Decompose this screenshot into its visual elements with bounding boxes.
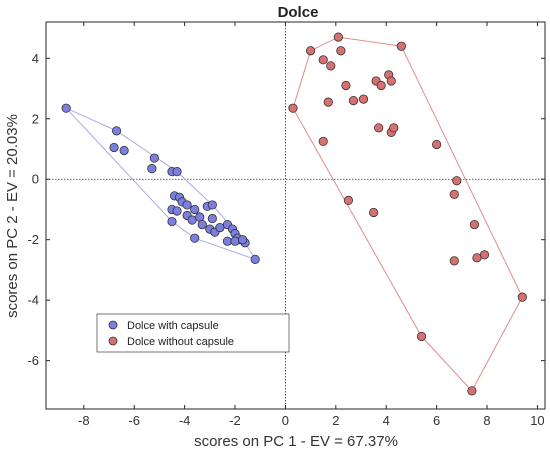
data-point-series-2 (432, 139, 442, 150)
data-point-series-2 (358, 94, 369, 104)
data-point-series-1 (222, 236, 233, 246)
data-point-series-1 (147, 164, 157, 174)
x-axis-label: scores on PC 1 - EV = 67.37% (194, 433, 398, 450)
data-point-series-2 (343, 195, 354, 205)
data-point-series-2 (336, 46, 346, 56)
legend-marker-series-2 (108, 336, 118, 346)
data-point-series-2 (479, 250, 490, 260)
data-point-series-1 (207, 200, 217, 210)
legend-box (96, 313, 290, 353)
y-tick-label: 4 (32, 51, 39, 66)
data-point-series-2 (318, 55, 328, 65)
data-point-series-1 (182, 200, 192, 210)
data-point-series-2 (376, 80, 386, 91)
y-tick-label: -6 (27, 353, 39, 368)
data-point-series-2 (326, 61, 336, 71)
data-point-series-2 (449, 256, 459, 266)
data-point-series-2 (348, 96, 359, 106)
x-tick-label: 4 (383, 413, 390, 428)
chart-title: Dolce (278, 4, 319, 21)
series-hull-2 (292, 36, 523, 392)
data-point-series-2 (517, 292, 527, 302)
data-point-series-1 (172, 167, 182, 177)
data-point-series-2 (333, 32, 343, 42)
data-point-series-1 (187, 215, 197, 225)
x-tick-label: 10 (530, 413, 544, 428)
data-point-series-1 (149, 153, 159, 163)
legend-marker-series-1 (108, 320, 118, 330)
data-point-series-2 (288, 103, 298, 113)
y-tick-label: -2 (27, 232, 39, 247)
y-tick-label: -4 (27, 293, 39, 308)
data-point-series-2 (386, 76, 396, 86)
y-tick-label: 2 (32, 111, 39, 126)
data-point-series-2 (416, 331, 427, 342)
data-point-series-2 (369, 207, 379, 218)
x-tick-label: 6 (433, 413, 440, 428)
data-point-series-2 (318, 136, 328, 147)
data-point-series-2 (323, 97, 333, 107)
plot-frame (45, 21, 546, 410)
data-point-series-1 (109, 142, 119, 153)
data-point-series-1 (207, 213, 217, 224)
data-point-series-1 (111, 126, 122, 136)
x-tick-label: 2 (332, 413, 339, 428)
y-tick-label: 0 (32, 172, 39, 187)
data-point-series-1 (215, 222, 225, 233)
data-point-series-1 (237, 235, 248, 245)
legend-label-series-2: Dolce without capsule (127, 336, 234, 348)
data-point-series-1 (119, 145, 129, 156)
data-point-series-1 (167, 216, 177, 227)
data-point-series-2 (396, 41, 406, 51)
data-point-series-1 (197, 219, 207, 230)
x-tick-label: -6 (128, 413, 140, 428)
data-point-series-2 (341, 80, 351, 91)
x-tick-label: -2 (229, 413, 241, 428)
data-point-series-1 (172, 206, 182, 216)
data-point-series-1 (190, 233, 200, 243)
data-point-series-2 (449, 189, 459, 199)
x-tick-label: 8 (483, 413, 490, 428)
x-tick-label: -4 (179, 413, 191, 428)
data-point-series-1 (195, 212, 205, 222)
data-point-series-2 (472, 253, 482, 263)
legend-label-series-1: Dolce with capsule (127, 320, 219, 332)
y-axis-label: scores on PC 2 - EV = 20.03% (4, 114, 21, 318)
data-point-series-1 (190, 204, 200, 215)
x-tick-label: 0 (282, 413, 289, 428)
data-point-series-2 (374, 123, 384, 133)
data-point-series-2 (452, 176, 462, 186)
plot-area: -8 -6 -4 -2 0 2 4 6 8 10 -6 -4 -2 0 2 4 Dolce with capsu… (27, 21, 546, 428)
x-tick-label: -8 (78, 413, 90, 428)
data-point-series-2 (469, 219, 480, 230)
data-point-series-2 (467, 386, 477, 396)
data-point-series-1 (250, 254, 260, 264)
data-point-series-1 (230, 236, 240, 246)
data-point-series-1 (61, 103, 71, 113)
data-point-series-2 (306, 46, 316, 56)
data-point-series-2 (389, 123, 399, 133)
